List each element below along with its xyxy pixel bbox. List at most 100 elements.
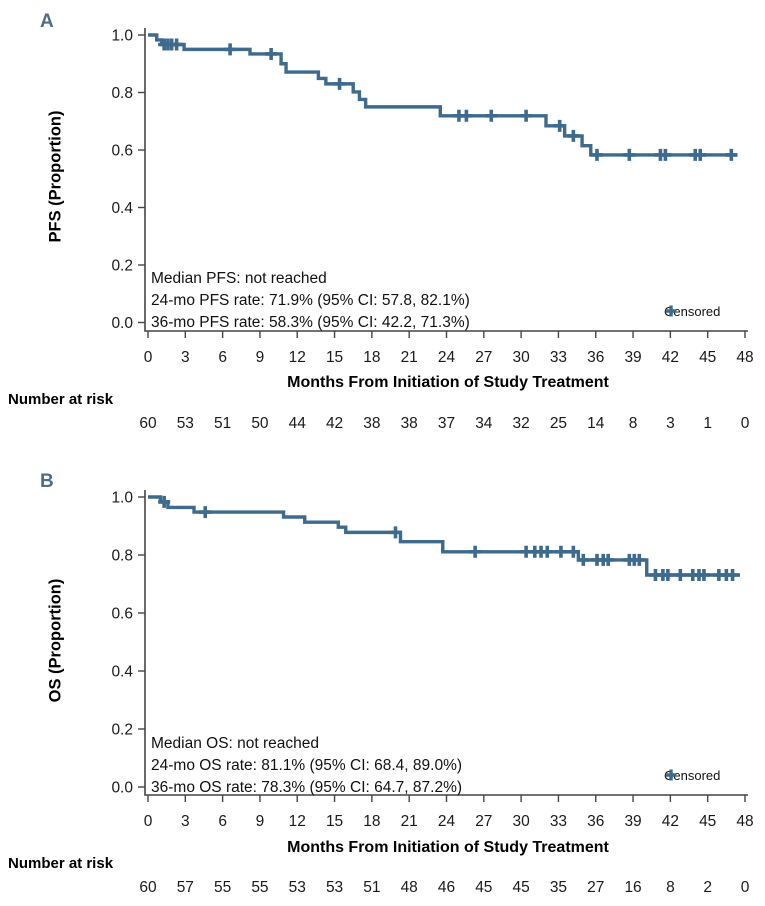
x-tick-label: 30: [513, 813, 531, 830]
x-tick-label: 18: [363, 813, 380, 830]
median-pfs-line: Median PFS: not reached: [151, 270, 327, 287]
number-at-risk-value: 48: [401, 879, 418, 896]
number-at-risk-value: 37: [438, 415, 455, 432]
number-at-risk-value: 8: [629, 415, 638, 432]
number-at-risk-value: 46: [438, 879, 455, 896]
x-tick-label: 33: [550, 813, 567, 830]
os-24mo-line: 24-mo OS rate: 81.1% (95% CI: 68.4, 89.0…: [151, 757, 463, 774]
x-tick-label: 27: [475, 349, 492, 366]
censor-mark: [577, 553, 590, 566]
x-tick-label: 24: [438, 813, 456, 830]
number-at-risk-value: 55: [214, 879, 231, 896]
censor-mark: [674, 569, 687, 582]
pfs-36mo-line: 36-mo PFS rate: 58.3% (95% CI: 42.2, 71.…: [151, 314, 470, 331]
y-tick-label: 0.8: [111, 548, 133, 565]
censor-mark: [590, 148, 603, 161]
panel-os: B OS (Proportion) 1.0 0.8 0.6 0.4 0.2 0.0 0 60 3…: [0, 460, 765, 906]
number-at-risk-value: 35: [550, 879, 567, 896]
x-tick-label: 48: [736, 813, 753, 830]
y-tick-label: 0.0: [111, 315, 133, 332]
x-tick-label: 12: [289, 349, 306, 366]
y-tick-label: 1.0: [111, 28, 133, 45]
number-at-risk-value: 16: [624, 879, 641, 896]
panel-pfs: A PFS (Proportion) 1.0 0.8 0.6 0.4 0.2 0.0 0 60…: [8, 11, 754, 432]
number-at-risk-value: 34: [475, 415, 493, 432]
censor-mark: [199, 506, 212, 519]
y-tick-label: 0.4: [111, 200, 133, 217]
x-tick-label: 6: [218, 813, 227, 830]
x-tick-label: 36: [587, 813, 604, 830]
x-tick-label: 3: [181, 813, 190, 830]
x-tick-label: 21: [401, 349, 418, 366]
number-at-risk-value: 3: [666, 415, 675, 432]
number-at-risk-value: 45: [513, 879, 530, 896]
y-tick-label: 1.0: [111, 490, 133, 507]
censor-mark: [623, 148, 636, 161]
km-curve: [148, 33, 738, 157]
censor-mark: [726, 569, 739, 582]
censored-plus-icon: [665, 305, 677, 317]
number-at-risk-value: 53: [289, 879, 306, 896]
censor-mark: [265, 47, 278, 60]
number-at-risk-value: 0: [741, 415, 750, 432]
censor-mark: [725, 148, 738, 161]
censor-mark: [553, 119, 566, 132]
x-tick-label: 3: [181, 349, 190, 366]
x-tick-label: 21: [401, 813, 418, 830]
number-at-risk-value: 38: [363, 415, 380, 432]
x-tick-label: 33: [550, 349, 567, 366]
censor-mark: [460, 109, 473, 122]
number-at-risk-value: 14: [587, 415, 605, 432]
number-at-risk-value: 45: [475, 879, 492, 896]
censor-mark: [158, 495, 171, 508]
censored-legend: Censored: [664, 304, 720, 319]
number-at-risk-value: 60: [139, 879, 157, 896]
x-tick-label: 6: [218, 349, 227, 366]
axis-frame: [144, 490, 748, 796]
x-tick-label: 45: [699, 813, 716, 830]
x-tick-label: 15: [326, 813, 343, 830]
censor-mark: [567, 545, 580, 558]
number-at-risk-value: 2: [703, 879, 712, 896]
x-axis-title: Months From Initiation of Study Treatmen…: [287, 374, 609, 391]
x-tick-label: 42: [662, 813, 679, 830]
censor-mark: [333, 77, 346, 90]
y-tick-label: 0.8: [111, 85, 133, 102]
median-os-line: Median OS: not reached: [151, 735, 320, 752]
censored-plus-icon: [665, 769, 677, 781]
number-at-risk-value: 53: [326, 879, 343, 896]
censored-legend-label: Censored: [664, 304, 721, 319]
x-tick-label: 9: [256, 349, 265, 366]
x-tick-label: 27: [475, 813, 492, 830]
number-at-risk-value: 50: [251, 415, 269, 432]
x-tick-label: 12: [289, 813, 306, 830]
x-tick-label: 45: [699, 349, 716, 366]
number-at-risk-value: 42: [326, 415, 343, 432]
censor-mark: [520, 109, 533, 122]
x-tick-label: 18: [363, 349, 380, 366]
number-at-risk-value: 51: [363, 879, 380, 896]
censor-mark: [224, 43, 237, 56]
censor-mark: [659, 148, 672, 161]
censor-mark: [661, 569, 674, 582]
os-36mo-line: 36-mo OS rate: 78.3% (95% CI: 64.7, 87.2…: [151, 779, 463, 796]
x-axis-title: Months From Initiation of Study Treatmen…: [287, 839, 609, 856]
axis-frame: [144, 28, 748, 332]
number-at-risk-value: 53: [177, 415, 194, 432]
number-at-risk-value: 60: [139, 415, 157, 432]
panel-label-b: B: [40, 471, 54, 492]
y-tick-label: 0.4: [111, 664, 133, 681]
censor-mark: [541, 545, 554, 558]
censor-mark: [554, 545, 567, 558]
x-tick-label: 48: [736, 349, 753, 366]
number-at-risk-label: Number at risk: [8, 391, 114, 408]
os-annotation: Median OS: not reached 24-mo OS rate: 81…: [151, 733, 462, 799]
censor-mark: [602, 553, 615, 566]
number-at-risk-value: 57: [177, 879, 194, 896]
censor-mark: [697, 569, 710, 582]
x-tick-label: 39: [624, 813, 641, 830]
number-at-risk-value: 0: [741, 879, 750, 896]
km-curve: [148, 495, 741, 577]
censor-mark: [389, 526, 402, 539]
